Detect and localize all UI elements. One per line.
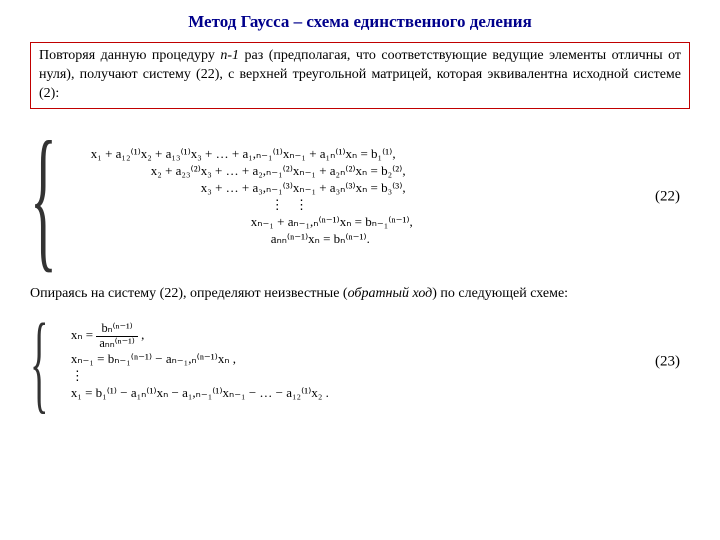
page-title: Метод Гаусса – схема единственного делен… bbox=[0, 0, 720, 42]
eq23-line-1: xₙ = bₙ⁽ⁿ⁻¹⁾aₙₙ⁽ⁿ⁻¹⁾ , bbox=[71, 322, 329, 350]
mid-paragraph: Опираясь на систему (22), определяют неи… bbox=[30, 285, 690, 303]
eq23-frac-den: aₙₙ⁽ⁿ⁻¹⁾ bbox=[96, 337, 137, 351]
eq23-xn-prefix: xₙ = bbox=[71, 327, 97, 342]
eq23-line-2: xₙ₋₁ = bₙ₋₁⁽ⁿ⁻¹⁾ − aₙ₋₁,ₙ⁽ⁿ⁻¹⁾xₙ , bbox=[71, 351, 329, 367]
intro-paragraph-box: Повторяя данную процедуру n-1 раз (предп… bbox=[30, 42, 690, 109]
eq23-line-4: x₁ = b₁⁽¹⁾ − a₁ₙ⁽¹⁾xₙ − a₁,ₙ₋₁⁽¹⁾xₙ₋₁ − … bbox=[71, 385, 329, 401]
equation-system-22: { x₁ + a₁₂⁽¹⁾x₂ + a₁₃⁽¹⁾x₃ + … + a₁,ₙ₋₁⁽… bbox=[30, 117, 690, 277]
eq23-line-3: ⋮ bbox=[71, 368, 329, 384]
intro-italic-n1: n-1 bbox=[220, 48, 239, 63]
midtext-suffix: ) по следующей схеме: bbox=[432, 286, 568, 301]
eq23-fraction: bₙ⁽ⁿ⁻¹⁾aₙₙ⁽ⁿ⁻¹⁾ bbox=[96, 322, 137, 350]
intro-text-prefix: Повторяя данную процедуру bbox=[39, 48, 220, 63]
eq22-line-2: x₂ + a₂₃⁽²⁾x₃ + … + a₂,ₙ₋₁⁽²⁾xₙ₋₁ + a₂ₙ⁽… bbox=[91, 163, 413, 179]
eq23-lines: xₙ = bₙ⁽ⁿ⁻¹⁾aₙₙ⁽ⁿ⁻¹⁾ , xₙ₋₁ = bₙ₋₁⁽ⁿ⁻¹⁾ … bbox=[71, 322, 329, 401]
equation-system-23: { xₙ = bₙ⁽ⁿ⁻¹⁾aₙₙ⁽ⁿ⁻¹⁾ , xₙ₋₁ = bₙ₋₁⁽ⁿ⁻¹… bbox=[30, 307, 690, 417]
eq22-line-5: xₙ₋₁ + aₙ₋₁,ₙ⁽ⁿ⁻¹⁾xₙ = bₙ₋₁⁽ⁿ⁻¹⁾, bbox=[91, 214, 413, 230]
midtext-italic: обратный ход bbox=[348, 286, 433, 301]
eq22-line-3: x₃ + … + a₃,ₙ₋₁⁽³⁾xₙ₋₁ + a₃ₙ⁽³⁾xₙ = b₃⁽³… bbox=[91, 180, 413, 196]
eq23-number-label: (23) bbox=[655, 353, 680, 370]
left-brace-icon: { bbox=[30, 307, 48, 417]
eq22-line-1: x₁ + a₁₂⁽¹⁾x₂ + a₁₃⁽¹⁾x₃ + … + a₁,ₙ₋₁⁽¹⁾… bbox=[91, 146, 413, 162]
eq23-xn-suffix: , bbox=[138, 327, 145, 342]
eq23-frac-num: bₙ⁽ⁿ⁻¹⁾ bbox=[96, 322, 137, 337]
midtext-prefix: Опираясь на систему (22), определяют неи… bbox=[30, 286, 348, 301]
eq22-line-6: aₙₙ⁽ⁿ⁻¹⁾xₙ = bₙ⁽ⁿ⁻¹⁾. bbox=[91, 231, 413, 247]
eq22-lines: x₁ + a₁₂⁽¹⁾x₂ + a₁₃⁽¹⁾x₃ + … + a₁,ₙ₋₁⁽¹⁾… bbox=[91, 146, 413, 247]
left-brace-icon: { bbox=[30, 117, 57, 277]
eq22-number-label: (22) bbox=[655, 188, 680, 205]
eq22-line-dots: ⋮ ⋮ bbox=[91, 197, 413, 213]
